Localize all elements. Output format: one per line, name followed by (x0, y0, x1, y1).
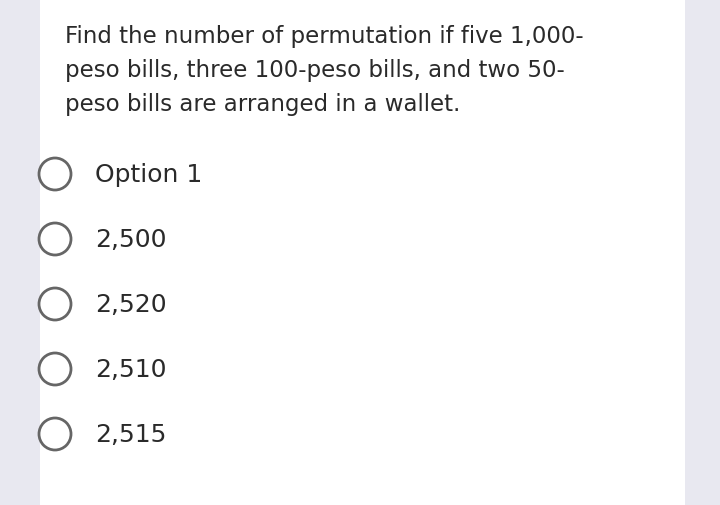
Text: 2,520: 2,520 (95, 292, 166, 316)
Text: 2,510: 2,510 (95, 358, 166, 381)
Text: Option 1: Option 1 (95, 163, 202, 187)
Text: 2,500: 2,500 (95, 228, 166, 251)
Text: 2,515: 2,515 (95, 422, 166, 446)
Text: Find the number of permutation if five 1,000-
peso bills, three 100-peso bills, : Find the number of permutation if five 1… (65, 25, 584, 115)
Bar (40, 0, 685, 505)
